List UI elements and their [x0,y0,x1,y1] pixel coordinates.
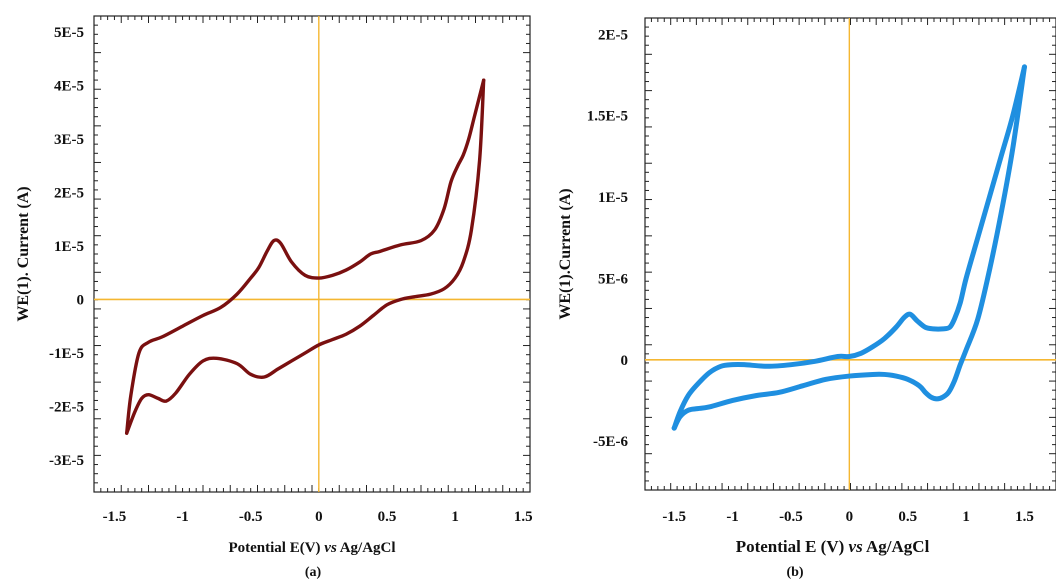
x-axis-title-part: Ag/AgCl [337,540,396,556]
y-tick-label: 4E-5 [54,79,84,95]
y-tick-label: 2E-5 [598,27,628,43]
y-tick-label: 1E-5 [54,239,84,255]
chart-panel-a: 5E-5 4E-5 3E-5 2E-5 1E-5 0 -1E-5 -2E-5 -3E-5 -1.5… [15,15,533,580]
x-tick-label: -1 [176,509,189,525]
x-tick-label: -0.5 [239,509,263,525]
y-tick-label: 0 [77,292,85,308]
panel-label: (a) [305,565,322,580]
x-axis-title-part: Potential E (V) [736,537,849,556]
y-axis-title: WE(1). Current (A) [15,186,32,321]
cv-scan-forward [125,78,486,435]
x-axis-title-part: Potential E(V) [228,540,324,556]
y-tick-label: -2E-5 [49,399,84,415]
panel-label: (b) [786,565,803,580]
y-tick-label: 1.5E-5 [587,109,628,125]
x-tick-label: -1.5 [103,509,127,525]
x-tick-label: 0 [315,509,323,525]
cv-scan-reverse [125,78,486,435]
y-tick-label: -3E-5 [49,453,84,469]
x-tick-label: 0 [846,509,854,525]
x-tick-label: -0.5 [779,509,803,525]
y-axis-title: WE(1).Current (A) [557,188,574,319]
x-axis-title: Potential E (V) vs Ag/AgCl [736,537,930,556]
y-tick-label: -1E-5 [49,346,84,362]
chart-panel-b: 2E-5 1.5E-5 1E-5 5E-6 0 -5E-6 -1.5 -1 -0.5 0 0.5 1 1… [557,17,1056,580]
x-tick-label: -1 [726,509,739,525]
y-tick-label: -5E-6 [593,434,628,450]
x-tick-label: 1.5 [514,509,533,525]
x-tick-label: 0.5 [378,509,397,525]
frame-ticks [94,16,530,492]
y-tick-label: 2E-5 [54,185,84,201]
x-tick-label: 1.5 [1015,509,1034,525]
x-axis-title-part: Ag/AgCl [863,537,930,556]
cv-scan-forward [671,64,1027,431]
x-tick-label: 1 [962,509,970,525]
x-tick-label: -1.5 [662,509,686,525]
frame-ticks [645,18,1056,490]
y-tick-label: 3E-5 [54,132,84,148]
cv-scan-reverse [671,64,1027,431]
y-tick-label: 5E-5 [54,25,84,41]
x-axis-title-vs: vs [324,540,337,556]
y-tick-label: 1E-5 [598,190,628,206]
y-tick-label: 0 [621,353,629,369]
x-axis-title: Potential E(V) vs Ag/AgCl [228,540,395,556]
x-tick-label: 0.5 [898,509,917,525]
x-axis-title-vs: vs [849,537,864,556]
y-tick-label: 5E-6 [598,271,629,287]
x-tick-label: 1 [451,509,459,525]
